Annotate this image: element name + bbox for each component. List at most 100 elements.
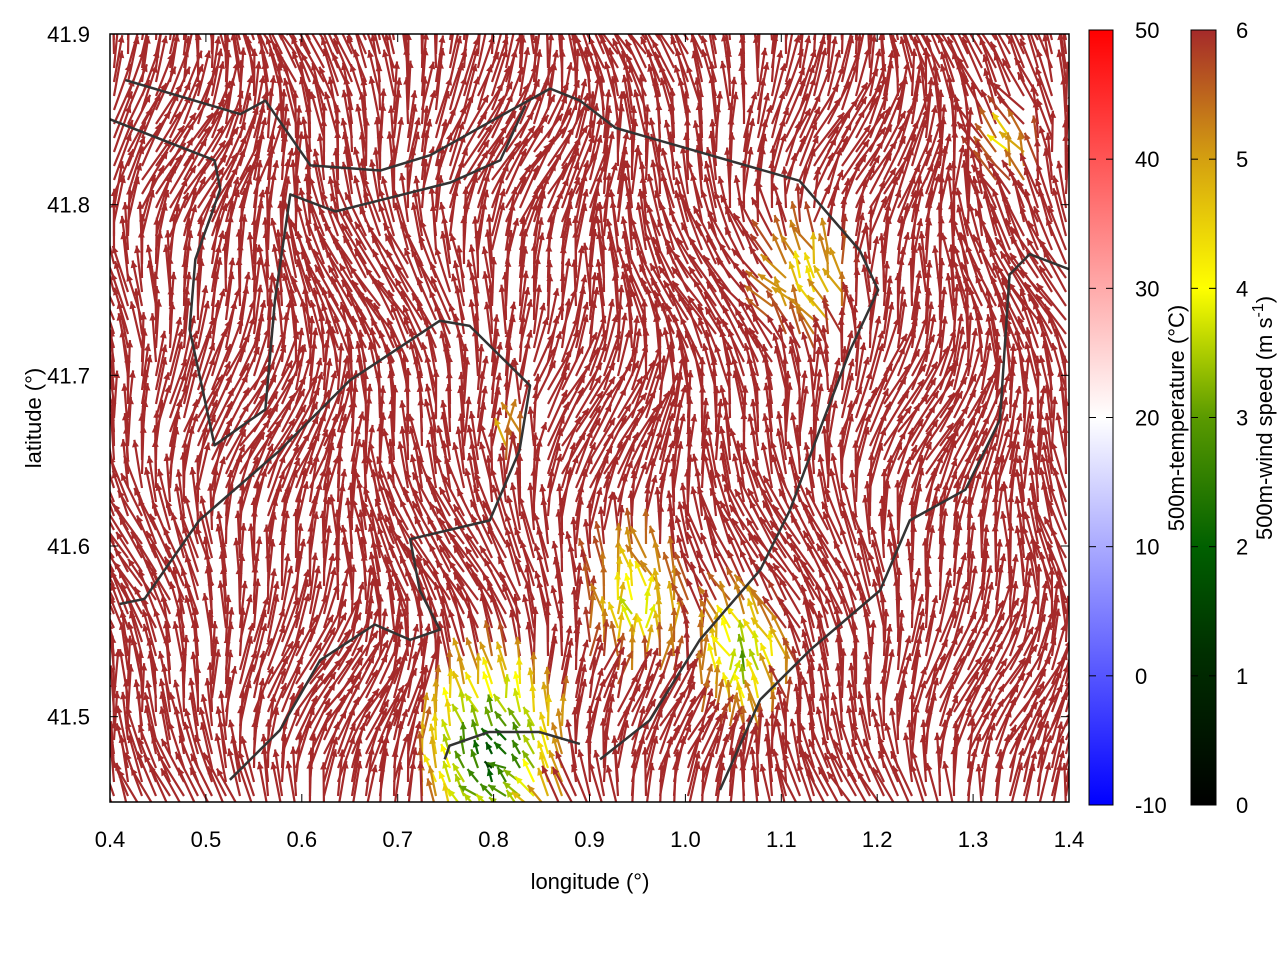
wind-vector (617, 392, 648, 433)
wind-vector-head (381, 9, 388, 17)
wind-vector-head (847, 358, 855, 367)
wind-vector (182, 330, 198, 377)
wind-vector-head (984, 288, 992, 296)
wind-vector (587, 63, 592, 111)
wind-vector-head (720, 291, 728, 300)
wind-vector (840, 51, 861, 97)
wind-vector-head (878, 180, 886, 189)
wind-vector-head (850, 99, 858, 108)
wind-vector-head (120, 231, 128, 240)
wind-vector (280, 34, 297, 55)
wind-vector-head (525, 5, 532, 13)
wind-vector-head (443, 90, 451, 99)
wind-vector-head (253, 333, 260, 342)
wind-vector-head (213, 300, 221, 308)
wind-vector (1032, 301, 1054, 349)
wind-vector (770, 118, 786, 167)
wind-vector-head (445, 77, 452, 86)
wind-vector-head (342, 305, 350, 314)
wind-vector-head (658, 266, 666, 275)
wind-vector-head (817, 233, 825, 242)
wind-vector-head (949, 329, 957, 338)
wind-vector-head (925, 134, 932, 143)
wind-vector (196, 399, 219, 447)
wind-vector (770, 34, 776, 55)
wind-vector (308, 341, 316, 391)
wind-vector (1010, 265, 1039, 307)
wind-vector-head (600, 343, 608, 352)
wind-vector-head (454, 285, 462, 294)
wind-vector (840, 34, 853, 69)
wind-vector-head (790, 153, 798, 161)
wind-vector-head (512, 218, 520, 226)
wind-vector (386, 317, 409, 363)
wind-vector-head (284, 402, 291, 411)
wind-vector-head (1023, 167, 1031, 176)
wind-vector-head (732, 261, 740, 270)
wind-vector-head (663, 280, 671, 289)
wind-vector-head (903, 364, 911, 373)
wind-vector (448, 159, 465, 209)
wind-vector (518, 47, 530, 97)
wind-vector (458, 385, 466, 433)
wind-vector-head (416, 384, 424, 392)
wind-vector (329, 205, 353, 251)
wind-vector-head (560, 95, 568, 104)
wind-vector-head (993, 83, 1001, 91)
wind-vector-head (245, 176, 253, 185)
wind-vector-head (418, 235, 426, 244)
wind-vector-head (898, 216, 906, 224)
wind-vector-head (119, 215, 127, 224)
wind-vector (725, 34, 732, 55)
wind-vector (602, 242, 606, 293)
wind-vector-head (195, 50, 203, 59)
wind-vector-head (870, 34, 878, 42)
wind-vector-head (194, 273, 202, 281)
wind-vector-head (847, 372, 855, 381)
wind-vector (975, 186, 984, 237)
wind-vector-head (567, 127, 575, 136)
wind-vector-head (482, 189, 490, 198)
wind-vector-head (1043, 250, 1051, 258)
wind-vector-head (655, 430, 663, 438)
wind-vector (168, 341, 183, 391)
wind-vector-head (940, 51, 947, 60)
wind-vector (784, 78, 806, 125)
wind-vector (940, 34, 955, 55)
wind-vector-head (713, 386, 721, 394)
wind-vector-head (877, 34, 885, 41)
wind-vector (168, 316, 182, 363)
wind-vector (889, 34, 900, 55)
wind-vector (962, 160, 970, 209)
wind-vector-head (837, 66, 845, 75)
wind-vector-head (365, 396, 373, 404)
wind-vector-head (113, 261, 121, 270)
wind-vector (679, 316, 703, 363)
wind-vector-head (948, 244, 955, 252)
wind-vector-head (319, 234, 327, 243)
wind-vector-head (617, 18, 624, 26)
wind-vector-head (698, 318, 705, 326)
wind-vector-head (588, 91, 596, 99)
wind-vector-head (717, 176, 725, 184)
wind-vector-head (301, 251, 308, 260)
wind-vector-head (543, 78, 550, 86)
wind-vector (997, 34, 1011, 55)
wind-vector-head (297, 131, 305, 140)
wind-vector (617, 375, 644, 419)
wind-vector-head (651, 405, 659, 414)
wind-vector-head (472, 313, 480, 321)
wind-vector-head (590, 151, 597, 160)
wind-vector-head (938, 175, 946, 183)
wind-vector-head (233, 288, 241, 297)
wind-vector (897, 378, 925, 419)
wind-vector-head (833, 98, 841, 106)
wind-vector-head (164, 230, 172, 238)
wind-vector-head (421, 76, 429, 84)
wind-vector (839, 439, 844, 489)
wind-vector (697, 102, 704, 153)
wind-vector-head (1019, 288, 1027, 297)
wind-vector (434, 107, 457, 153)
wind-vector-head (974, 140, 982, 148)
wind-vector-head (438, 146, 446, 154)
